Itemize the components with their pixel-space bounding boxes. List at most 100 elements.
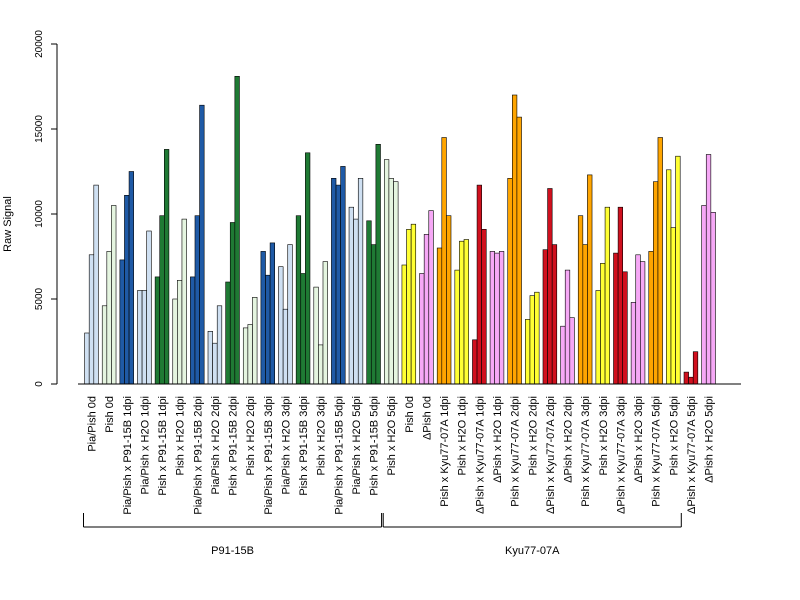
- x-tick-label: Pish x P91-15B 2dpi: [228, 396, 240, 496]
- bar: [705, 154, 712, 385]
- bar: [547, 188, 553, 385]
- bar: [207, 330, 213, 385]
- bar: [710, 212, 716, 385]
- bar: [692, 351, 699, 385]
- bar: [410, 223, 417, 385]
- x-tick-label: Pish x Kyu77-07A 1dpi: [439, 396, 451, 507]
- bar: [512, 94, 518, 385]
- bars-layer: [84, 76, 716, 385]
- x-tick-label: ΔPish x H2O 5dpi: [704, 396, 716, 483]
- bar: [260, 251, 266, 385]
- bar: [199, 104, 205, 385]
- x-tick-label: Pish x H2O 1dpi: [175, 396, 187, 475]
- x-tick-label: Pia/Pish x P91-15B 3dpi: [263, 396, 275, 515]
- bar: [305, 152, 311, 385]
- bar: [331, 178, 337, 385]
- bar: [516, 116, 522, 385]
- bar: [318, 344, 324, 385]
- bar: [529, 295, 535, 385]
- bar: [164, 149, 170, 385]
- bar: [683, 371, 689, 385]
- x-tick-label: ΔPish x H2O 1dpi: [492, 396, 504, 483]
- x-tick-label: ΔPish x H2O 2dpi: [563, 396, 575, 483]
- bar: [278, 266, 284, 385]
- bar: [446, 215, 452, 385]
- x-tick-label: ΔPish x Kyu77-07A 2dpi: [545, 396, 557, 514]
- bar: [653, 181, 659, 385]
- bar: [229, 222, 236, 385]
- x-tick-label: Pia/Pish x P91-15B 1dpi: [122, 396, 134, 515]
- y-tick-label: 0: [34, 381, 45, 387]
- bar: [159, 215, 165, 385]
- bar: [436, 247, 443, 385]
- bar: [613, 252, 619, 385]
- bar: [393, 181, 399, 385]
- bar: [353, 218, 359, 385]
- bar: [234, 76, 240, 385]
- bar: [141, 290, 147, 385]
- group-label: P91-15B: [211, 545, 254, 557]
- x-tick-label: Pia/Pish x H2O 2dpi: [210, 396, 222, 494]
- bar: [194, 215, 200, 385]
- bar: [542, 249, 548, 385]
- x-tick-label: Pia/Pish x P91-15B 2dpi: [192, 396, 204, 515]
- bar: [534, 291, 540, 385]
- bar: [295, 215, 302, 385]
- group-brackets: P91-15B Kyu77-07A: [83, 513, 682, 557]
- bar: [322, 261, 328, 385]
- bar: [384, 159, 390, 385]
- bar: [101, 305, 108, 385]
- bar: [675, 155, 681, 385]
- bar: [454, 269, 460, 385]
- bar: [670, 227, 676, 385]
- x-tick-label: ΔPish x Kyu77-07A 5dpi: [686, 396, 698, 514]
- bar: [146, 230, 152, 385]
- y-tick-label: 15000: [34, 115, 45, 143]
- bar: [335, 184, 341, 385]
- bar: [242, 327, 249, 385]
- bar: [212, 342, 218, 385]
- x-tick-label: Pia/Pish x H2O 3dpi: [280, 396, 292, 494]
- x-tick-label: Pish x Kyu77-07A 3dpi: [580, 396, 592, 507]
- x-tick-label: ΔPish x H2O 3dpi: [633, 396, 645, 483]
- x-tick-label: Pish 0d: [404, 396, 416, 433]
- bar: [494, 252, 500, 385]
- x-tick-label: ΔPish x Kyu77-07A 1dpi: [474, 396, 486, 514]
- y-tick-label: 5000: [34, 287, 45, 310]
- bar: [137, 290, 143, 385]
- x-tick-label: Pish x H2O 1dpi: [457, 396, 469, 475]
- bar: [507, 178, 513, 385]
- y-axis: 0 5000 10000 15000 20000: [34, 30, 58, 387]
- bar: [265, 274, 271, 385]
- x-tick-label: Pish 0d: [104, 396, 116, 433]
- bar: [472, 339, 478, 385]
- bar: [498, 251, 505, 385]
- x-tick-label: Pish x H2O 5dpi: [386, 396, 398, 475]
- bar: [111, 205, 117, 385]
- x-tick-label: Pia/Pish x H2O 1dpi: [139, 396, 151, 494]
- x-tick-label: Pish x Kyu77-07A 2dpi: [510, 396, 522, 507]
- x-tick-label: Pish x Kyu77-07A 5dpi: [651, 396, 663, 507]
- bar: [428, 210, 434, 385]
- bar: [93, 184, 99, 385]
- bar: [106, 251, 112, 385]
- y-tick-label: 10000: [34, 200, 45, 228]
- bar: [401, 264, 407, 385]
- bar: [640, 261, 646, 385]
- bar: [666, 169, 672, 385]
- bar: [370, 244, 377, 385]
- bar: [463, 239, 469, 385]
- bar: [172, 298, 178, 385]
- bar: [225, 281, 231, 385]
- bar: [154, 276, 161, 385]
- bar: [648, 251, 654, 385]
- bar: [419, 273, 425, 385]
- bar: [287, 244, 293, 385]
- x-tick-label: Pish x H2O 2dpi: [527, 396, 539, 475]
- x-tick-label: ΔPish 0d: [421, 396, 433, 440]
- bar: [635, 254, 641, 385]
- bar: [525, 319, 531, 385]
- bar: [388, 178, 394, 385]
- bar: [252, 296, 258, 385]
